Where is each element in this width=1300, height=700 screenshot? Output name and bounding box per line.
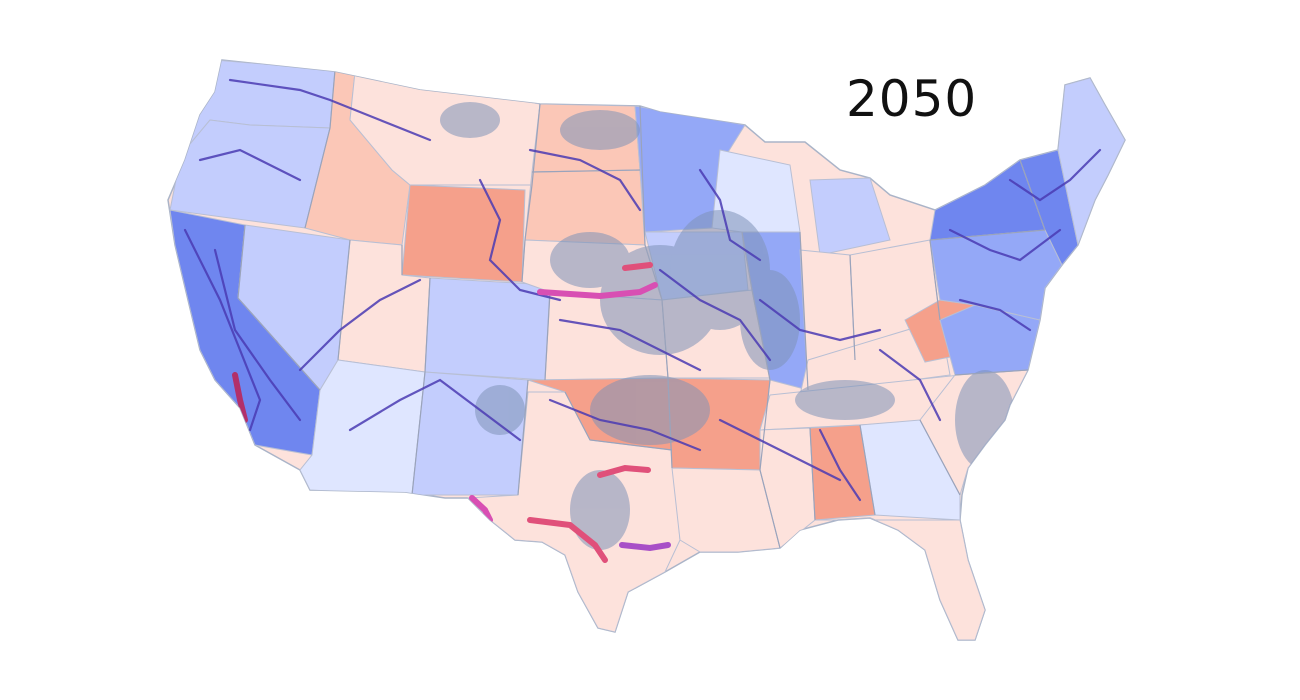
network-line [698,168,762,262]
highlight-line [622,262,653,271]
year-label: 2050 [846,70,978,128]
region-michigan [809,177,891,256]
network-line [558,318,702,372]
network-line [1008,148,1102,202]
network-line [958,298,1032,332]
region-florida [815,517,986,640]
highlight-line [537,282,658,300]
network-line [948,228,1062,262]
network-line [183,228,262,432]
highlight-line [597,464,651,478]
overlay-patch [740,270,800,370]
highlight-line [232,372,248,423]
region-maine [1057,77,1125,247]
region-wyoming [401,184,526,283]
network-line [228,78,432,142]
network-line [198,148,302,182]
highlight-lines [232,262,671,563]
network-line [878,348,942,422]
region-kentucky [799,319,951,396]
network-line [758,298,882,342]
network-line [348,378,522,442]
network-line [478,178,562,302]
region-virginia [939,304,1041,376]
highlight-line [619,542,671,552]
overlay-patch [570,470,630,550]
overlay-patch [475,385,525,435]
network-line [298,278,422,372]
network-line [528,148,642,212]
network-line [548,398,702,452]
network-lines [183,78,1102,502]
highlight-line [469,495,493,523]
overlay-patch [795,380,895,420]
state-borders [237,69,1046,549]
overlay-patch [560,110,640,150]
overlay-patch [955,370,1015,470]
highlight-line [527,517,608,563]
overlay-patch [590,375,710,445]
network-line [718,418,842,482]
network-line [818,428,862,502]
network-line [213,248,302,422]
overlay-patch [440,102,500,138]
network-line [658,268,772,362]
land-use-overlay [440,102,1015,550]
